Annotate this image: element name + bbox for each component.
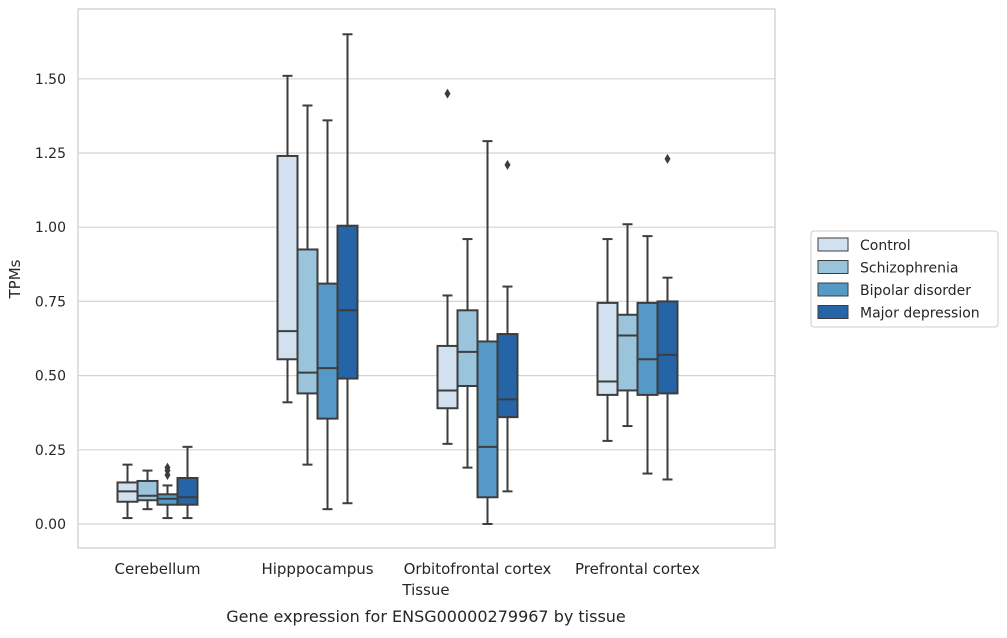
legend-swatch — [817, 260, 849, 274]
box-group — [656, 153, 679, 481]
box-group — [596, 238, 619, 442]
box-iqr — [336, 224, 359, 380]
grid-layer — [78, 78, 775, 525]
box-iqr — [656, 300, 679, 395]
x-tick-label: Cerebellum — [115, 560, 201, 578]
y-tick-label: 1.50 — [35, 72, 66, 88]
box-iqr — [316, 282, 339, 420]
box-group — [616, 223, 639, 428]
legend-frame — [810, 230, 999, 328]
legend-items: Control Schizophrenia Bipolar disorder Majo… — [817, 237, 980, 322]
box-group — [436, 88, 459, 445]
box-iqr — [136, 479, 159, 502]
y-axis-ticks: 0.00 0.25 0.50 0.75 1.00 1.25 1.50 — [35, 72, 66, 533]
box-group — [136, 469, 159, 511]
box-iqr — [456, 309, 479, 387]
x-axis-label: Tissue — [401, 581, 449, 599]
outlier-point — [444, 88, 451, 99]
y-tick-label: 0.25 — [35, 443, 66, 459]
box-iqr — [496, 333, 519, 419]
box-iqr — [436, 344, 459, 410]
box-group — [336, 33, 359, 505]
box-iqr — [636, 301, 659, 396]
legend-label: Bipolar disorder — [860, 283, 971, 299]
box-layer — [116, 33, 679, 525]
box-group — [116, 463, 139, 520]
x-tick-label: Orbitofrontal cortex — [404, 560, 552, 578]
y-tick-label: 1.00 — [35, 220, 66, 236]
legend-swatch — [817, 237, 849, 252]
plot-frame — [77, 8, 776, 549]
box-iqr — [276, 154, 299, 361]
box-group — [636, 235, 659, 475]
outlier-point — [664, 153, 671, 164]
box-group — [276, 74, 299, 404]
box-group — [156, 462, 179, 520]
legend: Control Schizophrenia Bipolar disorder Majo… — [810, 230, 999, 328]
box-group — [496, 159, 519, 493]
box-iqr — [176, 476, 199, 506]
legend-swatch — [817, 305, 849, 319]
box-group — [296, 104, 319, 466]
legend-label: Major depression — [860, 306, 980, 322]
box-group — [316, 119, 339, 511]
box-group — [476, 140, 499, 525]
legend-swatch — [817, 282, 849, 297]
x-axis-ticks: Cerebellum Hipppocampus Orbitofrontal cort… — [115, 560, 701, 578]
outlier-point — [164, 470, 171, 481]
y-tick-label: 0.50 — [35, 369, 66, 385]
y-tick-label: 1.25 — [35, 146, 66, 162]
y-tick-label: 0.00 — [35, 517, 66, 533]
x-tick-label: Hipppocampus — [261, 560, 373, 578]
y-axis-label: TPMs — [6, 259, 24, 299]
outlier-point — [504, 159, 511, 170]
box-iqr — [476, 340, 499, 499]
legend-label: Schizophrenia — [860, 261, 958, 277]
legend-label: Control — [860, 238, 911, 254]
box-group — [456, 238, 479, 469]
box-iqr — [616, 313, 639, 392]
y-tick-label: 0.75 — [35, 294, 66, 310]
box-group — [176, 445, 199, 520]
chart-caption: Gene expression for ENSG00000279967 by t… — [226, 607, 626, 626]
x-tick-label: Prefrontal cortex — [575, 560, 700, 578]
